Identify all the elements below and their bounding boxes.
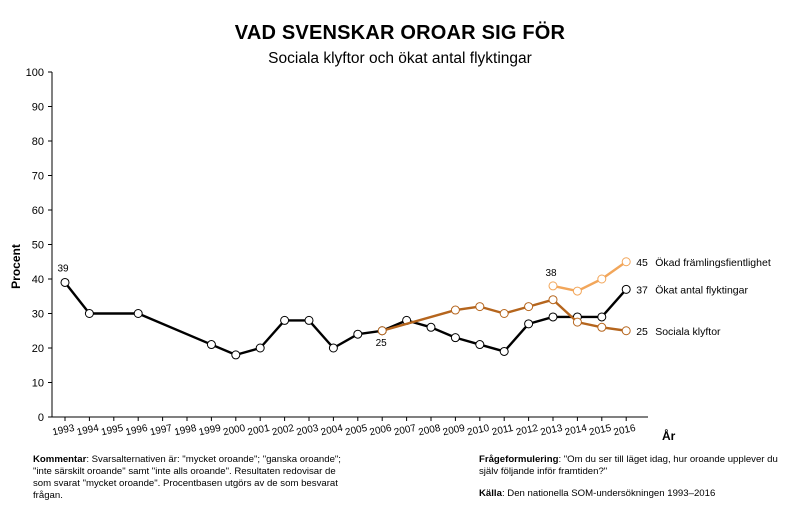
x-tick-label: 2009 bbox=[442, 423, 466, 438]
question-label: Frågeformulering bbox=[479, 454, 559, 465]
x-tick-label: 1993 bbox=[51, 423, 75, 438]
end-value-label: 25 bbox=[636, 326, 648, 338]
data-point bbox=[499, 309, 509, 318]
x-axis-title: År bbox=[662, 428, 676, 443]
comment-label: Kommentar bbox=[33, 454, 87, 465]
data-point bbox=[524, 302, 534, 312]
x-tick-label: 1994 bbox=[76, 423, 100, 438]
data-point bbox=[475, 340, 485, 350]
data-point bbox=[548, 281, 558, 291]
data-point bbox=[597, 322, 607, 332]
y-tick-label: 30 bbox=[32, 309, 44, 321]
x-tick-label: 2003 bbox=[295, 423, 319, 438]
data-point bbox=[60, 277, 70, 287]
source-note: Källa: Den nationella SOM-undersökningen… bbox=[479, 488, 784, 500]
data-point bbox=[255, 343, 265, 353]
data-point bbox=[548, 295, 558, 305]
source-label: Källa bbox=[479, 488, 502, 499]
x-tick-label: 2015 bbox=[588, 423, 612, 438]
data-point bbox=[231, 350, 241, 360]
x-tick-label: 2000 bbox=[222, 423, 246, 438]
source-text: : Den nationella SOM-undersökningen 1993… bbox=[501, 488, 716, 499]
x-tick-label: 2013 bbox=[539, 423, 563, 438]
end-value-label: 45 bbox=[636, 257, 648, 269]
y-tick-label: 10 bbox=[32, 378, 44, 390]
data-point bbox=[475, 302, 485, 312]
y-axis-title: Procent bbox=[9, 244, 23, 289]
y-tick-label: 20 bbox=[32, 343, 44, 355]
end-value-label: 37 bbox=[636, 284, 648, 296]
series-label: Ökad främlingsfientlighet bbox=[655, 257, 771, 269]
x-tick-label: 2005 bbox=[344, 423, 368, 438]
data-point bbox=[304, 315, 314, 325]
y-tick-label: 60 bbox=[32, 205, 44, 217]
x-tick-label: 1996 bbox=[125, 423, 149, 438]
data-point bbox=[524, 319, 534, 329]
series-label: Ökat antal flyktingar bbox=[655, 284, 748, 296]
data-annotation: 38 bbox=[545, 268, 557, 279]
y-tick-label: 50 bbox=[32, 240, 44, 252]
data-point bbox=[621, 326, 631, 336]
question-text: : "Om du ser till läget idag, hur oroand… bbox=[479, 454, 778, 477]
data-point bbox=[133, 309, 143, 318]
chart-subtitle: Sociala klyftor och ökat antal flyktinga… bbox=[268, 50, 532, 67]
data-point bbox=[450, 333, 460, 343]
data-point bbox=[206, 340, 216, 350]
data-annotation: 25 bbox=[376, 338, 388, 349]
data-point bbox=[426, 322, 436, 332]
x-tick-label: 2006 bbox=[369, 423, 393, 438]
data-point bbox=[548, 312, 558, 322]
x-tick-label: 2002 bbox=[271, 423, 295, 438]
data-point bbox=[84, 309, 94, 318]
x-tick-label: 2004 bbox=[320, 423, 344, 438]
comment-note: Kommentar: Svarsalternativen är: "mycket… bbox=[33, 454, 351, 502]
y-tick-label: 90 bbox=[32, 102, 44, 114]
comment-text: : Svarsalternativen är: "mycket oroande"… bbox=[33, 454, 341, 501]
data-point bbox=[353, 329, 363, 339]
chart-title: VAD SVENSKAR OROAR SIG FÖR bbox=[234, 22, 566, 44]
x-tick-label: 2016 bbox=[613, 423, 637, 438]
data-annotation: 39 bbox=[57, 263, 69, 274]
x-tick-label: 2008 bbox=[417, 423, 441, 438]
y-tick-label: 70 bbox=[32, 171, 44, 183]
x-tick-label: 2001 bbox=[247, 423, 271, 438]
data-point bbox=[572, 286, 582, 296]
x-tick-label: 1995 bbox=[100, 423, 124, 438]
x-tick-label: 2012 bbox=[515, 423, 539, 438]
data-point bbox=[597, 312, 607, 322]
series-label: Sociala klyftor bbox=[655, 326, 721, 338]
data-point bbox=[280, 315, 290, 325]
y-tick-label: 100 bbox=[26, 67, 44, 79]
x-tick-label: 2014 bbox=[564, 423, 588, 438]
data-point bbox=[499, 346, 509, 356]
y-tick-label: 0 bbox=[38, 412, 44, 424]
series-line bbox=[552, 260, 627, 293]
y-tick-label: 40 bbox=[32, 274, 44, 286]
x-tick-label: 2007 bbox=[393, 423, 417, 438]
data-point bbox=[377, 326, 387, 336]
x-tick-label: 1999 bbox=[198, 423, 222, 438]
data-point bbox=[597, 274, 607, 284]
x-tick-label: 1998 bbox=[173, 423, 197, 438]
series-line bbox=[64, 281, 628, 357]
question-note: Frågeformulering: "Om du ser till läget … bbox=[479, 454, 784, 478]
x-tick-label: 2011 bbox=[491, 423, 515, 438]
data-point bbox=[572, 317, 582, 327]
data-point bbox=[621, 284, 631, 294]
data-point bbox=[450, 305, 460, 315]
y-tick-label: 80 bbox=[32, 136, 44, 148]
data-point bbox=[328, 343, 338, 353]
data-point bbox=[621, 257, 631, 267]
x-tick-label: 1997 bbox=[149, 423, 173, 438]
x-tick-label: 2010 bbox=[466, 423, 490, 438]
